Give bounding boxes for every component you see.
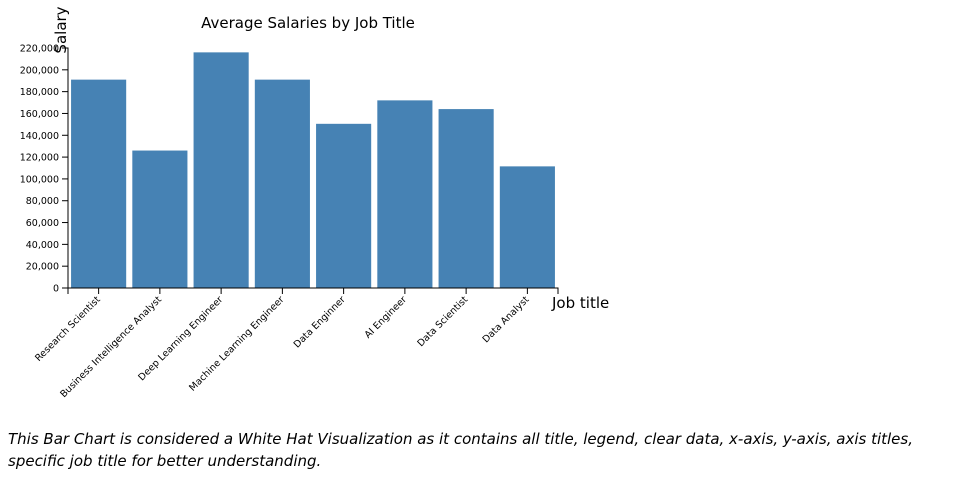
bar	[438, 109, 494, 288]
y-tick-label: 40,000	[26, 240, 59, 251]
y-tick-label: 120,000	[20, 153, 59, 164]
x-axis-title: Job title	[551, 294, 609, 312]
bar	[254, 79, 310, 289]
x-tick-label: Business Intelligence Analyst	[58, 294, 164, 400]
y-axis: 0 20,000 40,000 60,000 80,000 100,000 120,000 1…	[20, 44, 69, 295]
bar	[377, 100, 433, 288]
y-tick-label: 60,000	[26, 218, 59, 229]
x-tick-label: Data Scientist	[415, 294, 470, 349]
chart-title: Average Salaries by Job Title	[201, 14, 415, 32]
bar	[71, 79, 127, 289]
x-tick-label: Research Scientist	[33, 294, 103, 364]
y-axis-title: Salary	[52, 6, 70, 53]
y-tick-label: 180,000	[20, 87, 59, 98]
x-tick-label: Data Enginner	[292, 294, 348, 350]
chart-caption: This Bar Chart is considered a White Hat…	[8, 430, 913, 470]
y-tick-label: 0	[53, 284, 59, 295]
x-tick-label: Data Analyst	[481, 294, 532, 345]
bar	[193, 52, 249, 289]
bar	[132, 150, 188, 288]
y-tick-label: 140,000	[20, 131, 59, 142]
bar	[499, 166, 555, 288]
y-tick-label: 100,000	[20, 174, 59, 185]
x-axis-line	[67, 287, 559, 294]
bar	[316, 123, 372, 289]
bars-group	[71, 52, 555, 289]
bar-chart: Average Salaries by Job Title 0 20,000 40,…	[20, 6, 610, 400]
y-tick-label: 200,000	[20, 65, 59, 76]
y-axis-line	[62, 47, 69, 289]
y-tick-label: 20,000	[26, 262, 59, 273]
x-tick-label: AI Engineer	[363, 294, 409, 340]
y-tick-label: 160,000	[20, 109, 59, 120]
y-tick-label: 80,000	[26, 196, 59, 207]
y-tick-label: 220,000	[20, 44, 59, 55]
